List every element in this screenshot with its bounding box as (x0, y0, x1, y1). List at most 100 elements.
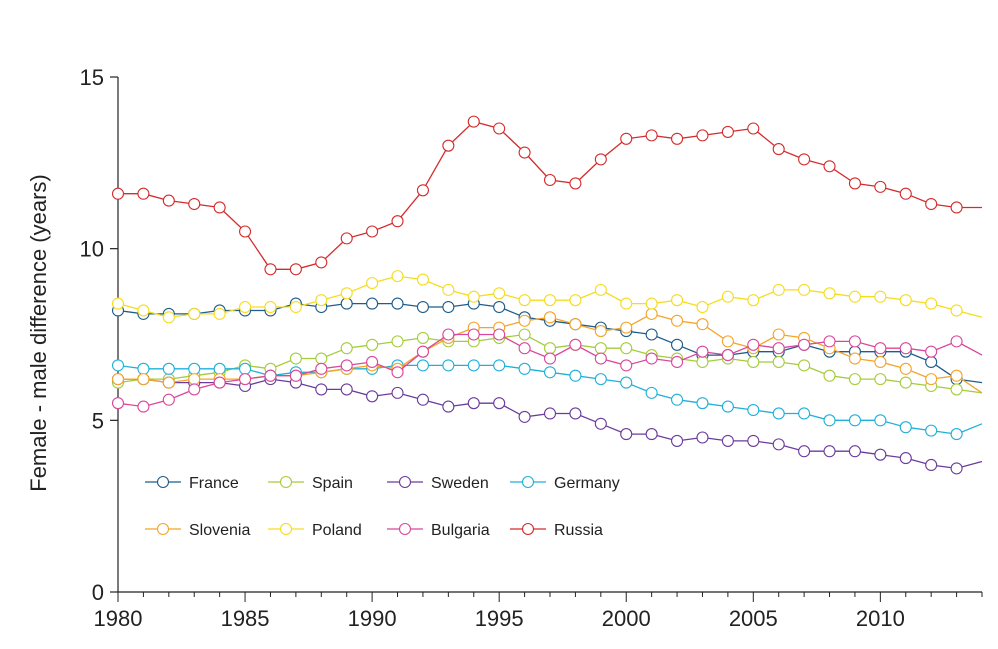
data-point-germany (543, 366, 557, 379)
data-point-germany (239, 362, 252, 375)
data-point-russia (416, 184, 429, 197)
data-point-russia (671, 132, 684, 145)
data-point-bulgaria (366, 355, 379, 369)
data-point-slovenia (543, 311, 557, 324)
data-point-poland (950, 304, 963, 317)
data-point-bulgaria (391, 366, 404, 379)
data-point-slovenia (620, 321, 633, 334)
data-point-spain (416, 331, 429, 344)
data-point-bulgaria (162, 393, 175, 406)
data-point-poland (823, 287, 836, 300)
legend-label-germany: Germany (554, 475, 620, 492)
data-point-poland (772, 283, 785, 296)
data-point-poland (620, 297, 633, 310)
data-point-germany (111, 359, 125, 372)
data-point-russia (925, 197, 938, 211)
data-point-poland (315, 294, 328, 307)
legend-marker-germany (521, 475, 535, 489)
series-poland (111, 270, 983, 324)
data-point-bulgaria (442, 328, 455, 341)
data-point-germany (899, 421, 912, 434)
data-point-bulgaria (289, 369, 302, 382)
series-layer (111, 115, 983, 475)
data-point-bulgaria (950, 335, 963, 348)
data-point-sweden (620, 428, 633, 441)
data-point-spain (772, 355, 785, 369)
legend-marker-bulgaria (398, 522, 412, 536)
data-point-germany (518, 362, 531, 375)
data-point-spain (315, 352, 328, 365)
data-point-bulgaria (645, 352, 658, 365)
series-line-russia (118, 120, 982, 270)
data-point-germany (467, 359, 480, 372)
data-point-bulgaria (721, 349, 734, 362)
data-point-sweden (899, 452, 912, 465)
data-point-poland (340, 287, 353, 300)
data-point-sweden (315, 383, 328, 396)
data-point-slovenia (671, 314, 684, 327)
data-point-sweden (721, 434, 734, 447)
data-point-sweden (950, 462, 963, 475)
data-point-poland (874, 290, 887, 303)
data-point-germany (162, 362, 175, 375)
data-point-spain (340, 342, 353, 355)
data-point-sweden (645, 428, 658, 441)
data-point-germany (442, 359, 455, 372)
data-point-russia (823, 160, 836, 173)
data-point-poland (213, 307, 226, 320)
data-point-russia (772, 143, 785, 156)
data-point-germany (721, 400, 734, 413)
data-point-russia (366, 225, 379, 238)
data-point-slovenia (721, 335, 734, 348)
data-point-poland (747, 294, 760, 307)
x-tick-label: 1995 (475, 606, 524, 631)
data-point-germany (823, 414, 836, 427)
data-point-sweden (442, 400, 455, 413)
data-point-spain (289, 352, 302, 365)
data-point-spain (874, 373, 887, 386)
data-point-spain (747, 355, 760, 369)
data-point-france (925, 355, 938, 369)
data-point-russia (213, 201, 226, 214)
data-point-bulgaria (188, 383, 201, 396)
x-tick-label: 1990 (348, 606, 397, 631)
data-point-sweden (594, 417, 607, 430)
data-point-russia (239, 225, 252, 238)
series-bulgaria (111, 328, 983, 413)
data-point-germany (848, 414, 861, 427)
data-point-bulgaria (696, 345, 709, 358)
data-point-russia (289, 263, 302, 276)
x-tick-label: 1985 (221, 606, 270, 631)
data-point-spain (798, 359, 811, 372)
data-point-poland (645, 297, 658, 310)
data-point-bulgaria (239, 373, 252, 386)
data-point-germany (493, 359, 506, 372)
data-point-slovenia (848, 352, 861, 365)
data-point-bulgaria (569, 338, 582, 351)
data-point-bulgaria (137, 400, 150, 413)
data-point-bulgaria (340, 359, 353, 372)
data-point-russia (111, 187, 125, 200)
data-point-russia (798, 153, 811, 166)
data-point-slovenia (569, 318, 582, 331)
data-point-russia (315, 256, 328, 269)
data-point-slovenia (188, 373, 201, 386)
data-point-russia (137, 187, 150, 200)
legend-label-sweden: Sweden (431, 475, 489, 492)
data-point-poland (467, 290, 480, 303)
data-point-russia (467, 115, 480, 128)
data-point-poland (366, 276, 379, 290)
data-point-spain (366, 338, 379, 351)
y-axis-title: Female - male difference (years) (26, 174, 51, 492)
x-tick-label: 1980 (94, 606, 143, 631)
data-point-sweden (493, 397, 506, 410)
data-point-france (340, 297, 353, 310)
data-point-poland (289, 300, 302, 314)
data-point-poland (518, 294, 531, 307)
legend-item-france: France (145, 475, 239, 492)
data-point-russia (645, 129, 658, 142)
data-point-spain (543, 342, 557, 355)
data-point-germany (874, 414, 887, 427)
legend-marker-poland (279, 522, 293, 536)
data-point-russia (721, 125, 734, 138)
